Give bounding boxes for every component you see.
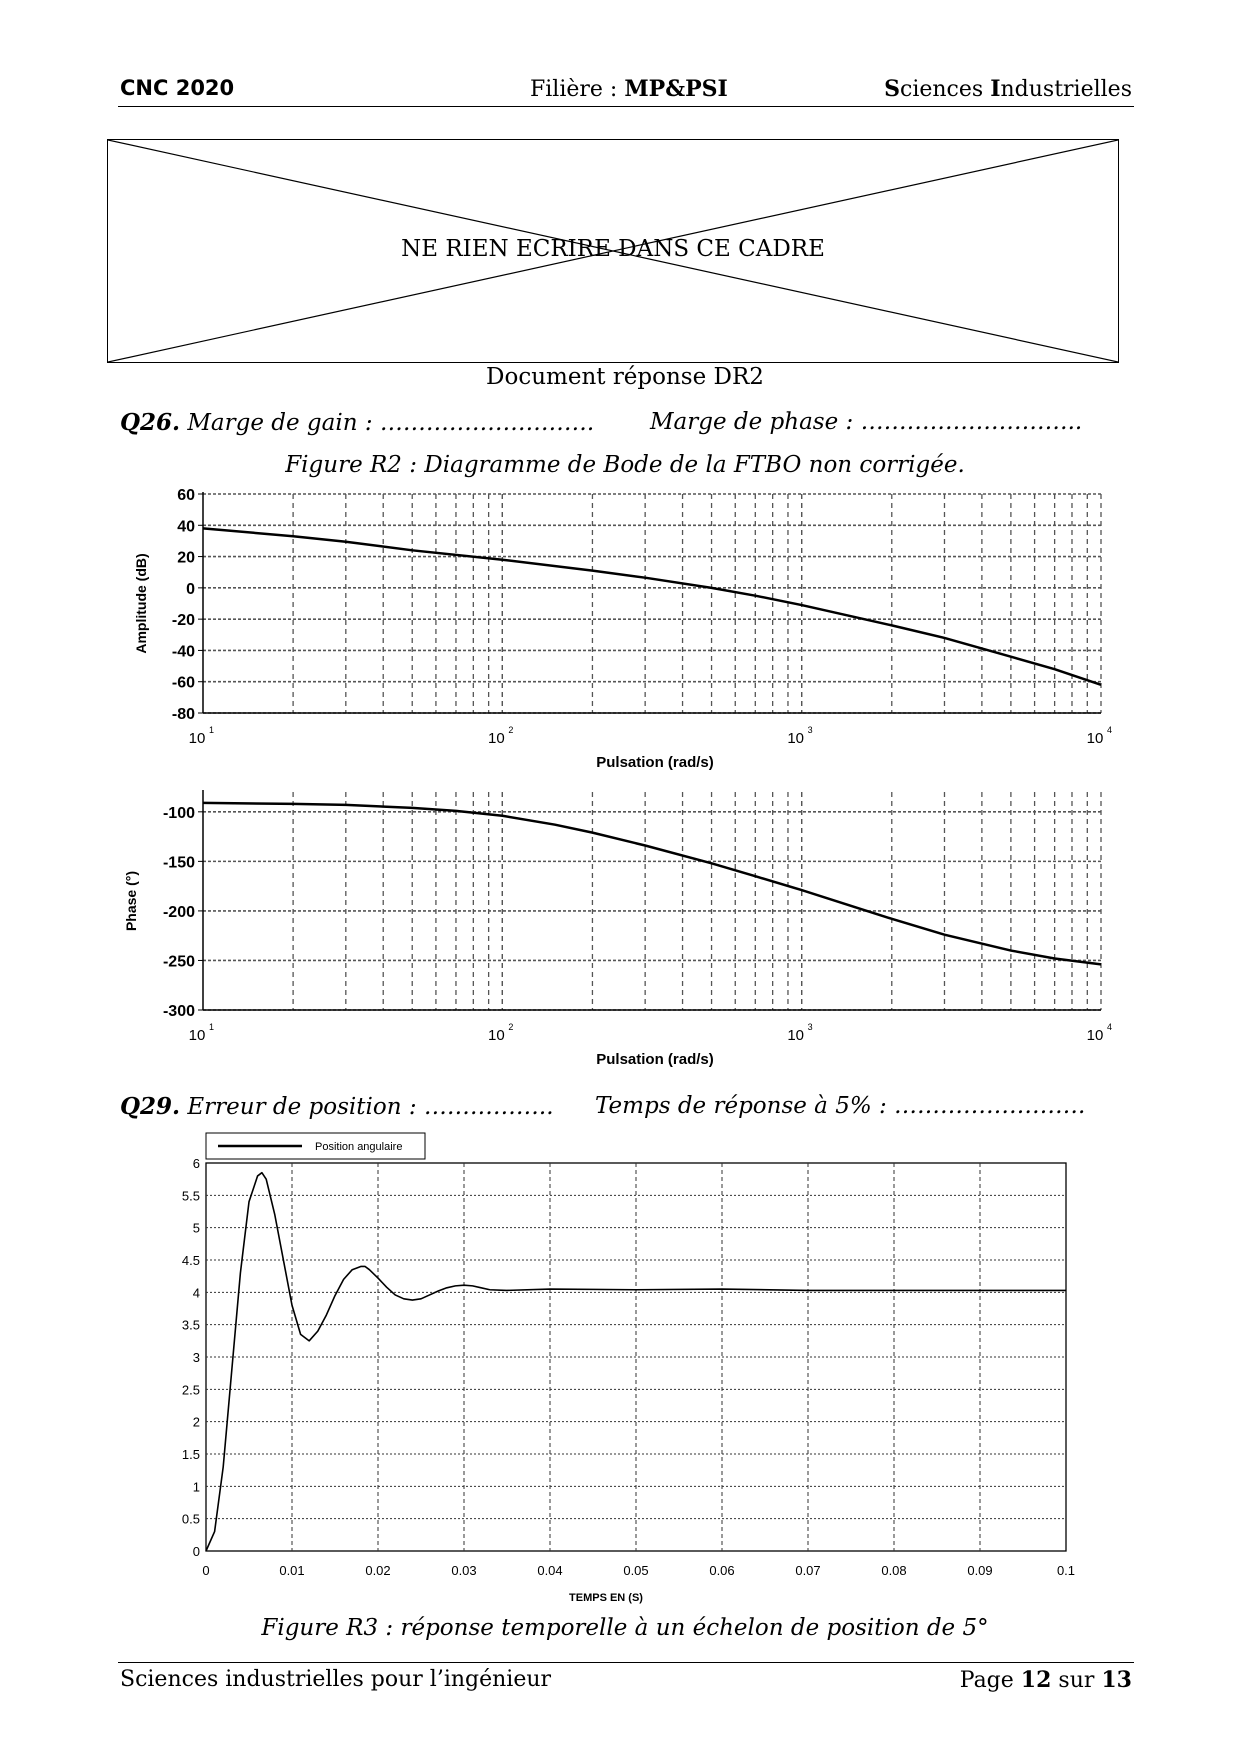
t1: ciences bbox=[900, 77, 991, 102]
y-tick-label: 60 bbox=[177, 487, 195, 504]
x-tick-label: 0.03 bbox=[451, 1563, 476, 1578]
q26: Q26. Marge de gain : ………………………. bbox=[120, 409, 594, 436]
y-tick-label: -150 bbox=[163, 854, 195, 871]
x-tick-label: 0 bbox=[202, 1563, 209, 1578]
header-subject: Sciences Industrielles bbox=[884, 76, 1132, 102]
y-tick-label: -60 bbox=[172, 675, 195, 692]
x-tick-label: 10 bbox=[488, 1027, 505, 1044]
y-tick-label: 4.5 bbox=[182, 1253, 200, 1268]
y-axis-label: Amplitude (dB) bbox=[133, 553, 149, 653]
y-tick-label: 20 bbox=[177, 550, 195, 567]
footer-page: Page 12 sur 13 bbox=[960, 1667, 1132, 1693]
p1: Page bbox=[959, 1668, 1021, 1693]
x-axis-label: Pulsation (rad/s) bbox=[596, 1051, 714, 1068]
y-tick-label: 1 bbox=[193, 1479, 200, 1494]
header-rule bbox=[118, 106, 1134, 107]
y-tick-label: 0 bbox=[193, 1544, 200, 1559]
page-total: 13 bbox=[1101, 1667, 1132, 1693]
y-tick-label: -80 bbox=[172, 706, 195, 723]
position-error-field: Erreur de position : …………….. bbox=[187, 1094, 554, 1120]
x-tick-label: 0.04 bbox=[537, 1563, 562, 1578]
x-tick-label: 0.09 bbox=[967, 1563, 992, 1578]
step-response-chart: 0 0.01 0.02 0.03 0.04 0.05 0.06 0.07 0.08 0.09 0.1… bbox=[182, 1132, 1075, 1604]
x-tick-label: 10 bbox=[189, 730, 206, 747]
box-text: NE RIEN ECRIRE DANS CE CADRE bbox=[401, 236, 825, 262]
x-tick-label: 0.01 bbox=[279, 1563, 304, 1578]
x-tick-exponent: 2 bbox=[508, 1022, 513, 1032]
fig-r2-caption: Figure R2 : Diagramme de Bode de la FTBO… bbox=[285, 452, 965, 478]
y-tick-label: 3.5 bbox=[182, 1318, 200, 1333]
y-tick-label: -250 bbox=[163, 953, 195, 970]
x-tick-label: 0.08 bbox=[881, 1563, 906, 1578]
x-tick-label: 0.05 bbox=[623, 1563, 648, 1578]
y-tick-label: 2 bbox=[193, 1415, 200, 1430]
response-curve bbox=[202, 801, 1102, 966]
p2: sur bbox=[1051, 1668, 1102, 1693]
phase-margin-field: Marge de phase : ……………………….. bbox=[650, 409, 1083, 435]
t2: ndustrielles bbox=[1000, 77, 1132, 102]
x-tick-label: 10 bbox=[488, 730, 505, 747]
y-tick-label: 1.5 bbox=[182, 1447, 200, 1462]
x-tick-exponent: 1 bbox=[209, 1022, 214, 1032]
page-number: 12 bbox=[1020, 1667, 1052, 1693]
fig-r3-caption: Figure R3 : réponse temporelle à un éche… bbox=[261, 1615, 989, 1641]
y-tick-label: -300 bbox=[163, 1003, 195, 1020]
legend-label: Position angulaire bbox=[315, 1141, 402, 1153]
x-tick-label: 0.02 bbox=[365, 1563, 390, 1578]
response-time-field: Temps de réponse à 5% : ……………………. bbox=[595, 1093, 1086, 1119]
q26-number: Q26. bbox=[120, 409, 181, 436]
x-tick-exponent: 3 bbox=[808, 1022, 813, 1032]
y-tick-label: 3 bbox=[193, 1350, 200, 1365]
x-tick-label: 10 bbox=[787, 1027, 804, 1044]
x-tick-exponent: 1 bbox=[209, 725, 214, 735]
x-tick-exponent: 2 bbox=[508, 725, 513, 735]
y-tick-label: -20 bbox=[172, 612, 195, 629]
y-tick-label: 40 bbox=[177, 518, 195, 535]
response-curve bbox=[202, 527, 1102, 687]
x-tick-label: 10 bbox=[1087, 1027, 1104, 1044]
y-tick-label: -100 bbox=[163, 805, 195, 822]
x-tick-exponent: 4 bbox=[1107, 725, 1112, 735]
header-exam: CNC 2020 bbox=[120, 76, 235, 100]
x-axis-label: Pulsation (rad/s) bbox=[596, 754, 714, 771]
x-tick-label: 0.06 bbox=[709, 1563, 734, 1578]
y-tick-label: 5 bbox=[193, 1221, 200, 1236]
x-axis-label: TEMPS EN (S) bbox=[569, 1592, 643, 1604]
x-tick-label: 10 bbox=[1087, 730, 1104, 747]
header-filiere: Filière : MP&PSI bbox=[530, 76, 728, 102]
y-tick-label: -40 bbox=[172, 643, 195, 660]
y-tick-label: 2.5 bbox=[182, 1382, 200, 1397]
s: S bbox=[884, 76, 901, 102]
gain-margin-field: Marge de gain : ………………………. bbox=[187, 410, 595, 436]
x-tick-exponent: 4 bbox=[1107, 1022, 1112, 1032]
doc-title: Document réponse DR2 bbox=[486, 364, 764, 390]
y-tick-label: 0.5 bbox=[182, 1512, 200, 1527]
do-not-write-box: NE RIEN ECRIRE DANS CE CADRE bbox=[107, 139, 1119, 363]
step-response-curve bbox=[205, 1171, 1066, 1552]
x-tick-label: 0.07 bbox=[795, 1563, 820, 1578]
x-tick-label: 0.1 bbox=[1057, 1563, 1075, 1578]
q29: Q29. Erreur de position : …………….. bbox=[120, 1093, 554, 1120]
y-tick-label: -200 bbox=[163, 904, 195, 921]
y-tick-label: 6 bbox=[193, 1156, 200, 1171]
x-tick-label: 10 bbox=[189, 1027, 206, 1044]
filiere-value: MP&PSI bbox=[624, 76, 728, 102]
y-tick-label: 5.5 bbox=[182, 1188, 200, 1203]
i: I bbox=[990, 76, 1001, 102]
y-tick-label: 4 bbox=[193, 1285, 200, 1300]
y-tick-label: 0 bbox=[186, 581, 195, 598]
filiere-label: Filière : bbox=[530, 77, 625, 102]
x-tick-label: 10 bbox=[787, 730, 804, 747]
x-tick-exponent: 3 bbox=[808, 725, 813, 735]
y-axis-label: Phase (°) bbox=[123, 871, 139, 931]
footer-left: Sciences industrielles pour l’ingénieur bbox=[120, 1667, 552, 1692]
footer-rule bbox=[118, 1662, 1134, 1663]
q29-number: Q29. bbox=[120, 1093, 181, 1120]
cross-lines bbox=[108, 140, 1118, 362]
